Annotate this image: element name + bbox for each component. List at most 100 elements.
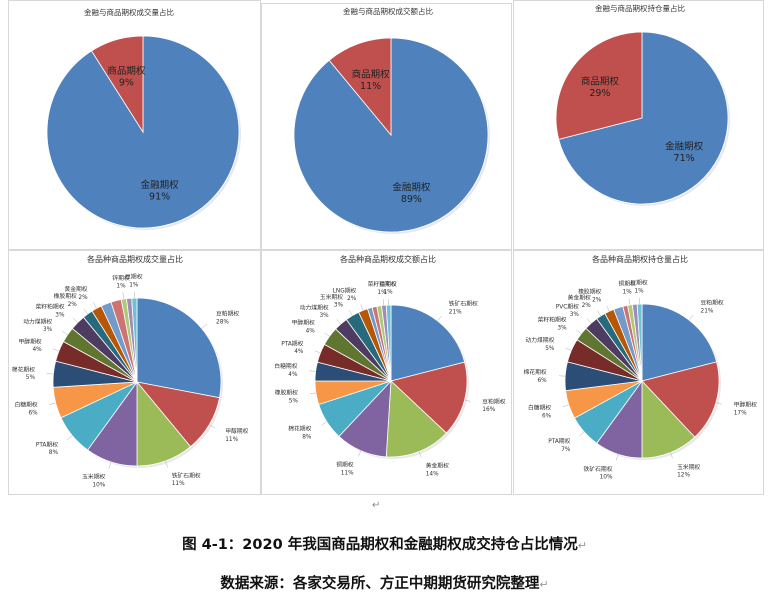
leader-line: [562, 404, 569, 407]
slice-value-label: 10%: [92, 482, 105, 488]
leader-line: [616, 454, 619, 461]
slice-label: 橡胶期权: [54, 292, 77, 300]
pie-slice: [390, 304, 466, 382]
leader-line: [336, 319, 341, 325]
slice-value-label: 11%: [341, 470, 354, 476]
slice-label: 甲醇期权: [225, 427, 248, 435]
leader-line: [83, 308, 88, 315]
chart-panel-3: 金融与商品期权持仓量占比 金融期权 71% 商品期权 29%: [513, 0, 764, 250]
slice-label: 动力煤期权: [23, 317, 52, 325]
pie-slice: [641, 303, 718, 382]
slice-value-label: 2%: [347, 296, 357, 302]
leader-line: [360, 304, 364, 311]
chart-panel-1: 金融与商品期权成交量占比 金融期权 91% 商品期权 9%: [8, 0, 261, 250]
leader-line: [49, 402, 56, 405]
slice-label: 金融期权: [392, 182, 431, 194]
slice-value-label: 6%: [28, 410, 38, 416]
slice-value-label: 2%: [78, 295, 88, 301]
slice-value-label: 2%: [582, 303, 592, 309]
pie-slice: [641, 361, 720, 438]
slice-label: 铜期权: [618, 280, 636, 288]
leader-line: [209, 424, 216, 429]
slice-label: LNG期权: [333, 286, 357, 294]
slice-label: 菜籽粕期权: [36, 303, 65, 311]
source-caption: 数据来源：各家交易所、方正中期期货研究院整理↵: [0, 572, 769, 593]
return-mark: ↵: [539, 578, 549, 591]
slice-label: 棉花期权: [12, 365, 35, 373]
slice-value-label: 21%: [449, 309, 462, 315]
slice-label: PTA期权: [548, 437, 570, 445]
chart-title: 各品种商品期权成交量占比: [87, 254, 183, 264]
slice-value-label: 5%: [26, 375, 36, 381]
slice-value-label: 89%: [401, 194, 422, 205]
slice-label: 黄金期权: [568, 293, 591, 301]
pie-slice: [328, 37, 392, 137]
chart-panel-5: 各品种商品期权成交额占比 铁矿石期权 21% 豆粕期权 16% 黄金期权 14% 铜期权 11%…: [261, 250, 512, 495]
leader-line: [579, 431, 585, 437]
leader-line: [321, 421, 327, 426]
slice-value-label: 1%: [622, 290, 632, 296]
leader-line: [108, 461, 112, 469]
slice-value-label: 12%: [677, 473, 690, 479]
slice-label: 动力煤期权: [525, 336, 554, 344]
slice-label: 白糖期权: [528, 404, 551, 412]
slice-label: 棉花期权: [288, 425, 311, 433]
slice-label: 锌期权: [112, 274, 130, 282]
slice-label: 豆期权: [125, 273, 143, 281]
slice-label: 铁矿石期权: [449, 300, 478, 308]
slice-value-label: 91%: [149, 192, 170, 203]
slice-value-label: 1%: [634, 288, 644, 294]
leader-line: [418, 451, 422, 458]
slice-label: 黄金期权: [426, 462, 449, 470]
slice-value-label: 4%: [288, 372, 298, 378]
slice-value-label: 4%: [32, 347, 42, 353]
slice-label: 棉花期权: [523, 368, 546, 376]
slice-label: 白糖期权: [14, 401, 37, 409]
pie-slice: [91, 35, 144, 134]
return-mark: ↵: [577, 539, 587, 552]
slice-label: 铁矿石期权: [584, 465, 613, 473]
leader-line: [565, 347, 572, 351]
slice-label: 金融期权: [665, 141, 704, 153]
slice-label: 商品期权: [107, 65, 146, 77]
leader-line: [586, 318, 592, 324]
slice-value-label: 1%: [383, 290, 393, 296]
slice-label: 豆粕期权: [701, 299, 724, 307]
slice-value-label: 5%: [289, 399, 299, 405]
slice-value-label: 16%: [482, 407, 495, 413]
chart-title: 各品种商品期权持仓量占比: [592, 254, 688, 264]
slice-value-label: 1%: [129, 282, 139, 288]
figure-title: 图 4-1：2020 年我国商品期权和金融期权成交持仓占比情况: [182, 537, 578, 553]
slice-value-label: 29%: [589, 88, 610, 99]
slice-label: 铁矿石期权: [172, 471, 201, 479]
slice-value-label: 3%: [570, 312, 580, 318]
slice-label: 金融期权: [141, 179, 180, 191]
slice-label: 菜籽粕期权: [368, 280, 397, 288]
chart-title: 各品种商品期权成交额占比: [340, 254, 436, 264]
slice-value-label: 11%: [172, 481, 185, 487]
leader-line: [464, 399, 471, 402]
chart-panel-4: 各品种商品期权成交量占比 豆粕期权 28% 甲醇期权 11% 铁矿石期权 11% 玉米期权 10…: [8, 250, 261, 495]
pie-slice: [555, 31, 643, 140]
source-note: 数据来源：各家交易所、方正中期期货研究院整理: [220, 576, 540, 592]
slice-label: 甲醇期权: [18, 337, 41, 345]
chart-panel-2: 金融与商品期权成交额占比 金融期权 89% 商品期权 11%: [261, 3, 512, 250]
slice-value-label: 1%: [116, 284, 126, 290]
leader-line: [358, 450, 362, 457]
slice-label: 白糖期权: [274, 362, 297, 370]
slice-value-label: 11%: [225, 437, 238, 443]
leader-line: [61, 330, 68, 335]
slice-value-label: 6%: [542, 413, 552, 419]
chart-title: 金融与商品期权成交额占比: [343, 6, 433, 16]
slice-value-label: 5%: [545, 346, 555, 352]
slice-value-label: 2%: [68, 302, 78, 308]
leader-line: [72, 317, 78, 323]
slice-value-label: 1%: [377, 290, 387, 296]
slice-value-label: 17%: [734, 410, 747, 416]
leader-line: [201, 324, 208, 329]
leader-line: [349, 310, 353, 316]
